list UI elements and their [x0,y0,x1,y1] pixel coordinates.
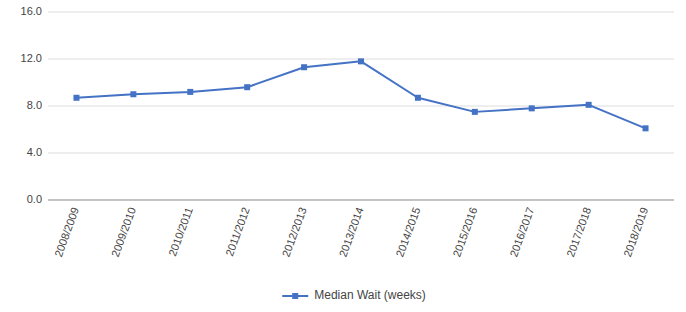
y-tick-label: 4.0 [27,146,42,158]
x-tick-label: 2016/2017 [507,206,536,259]
x-tick-label: 2011/2012 [223,206,252,258]
y-tick-label: 16.0 [21,5,42,17]
x-tick-labels: 2008/2009 2009/2010 2010/2011 2011/2012 2012… [52,206,650,259]
point-marker [130,91,136,97]
plot-data [73,58,648,131]
grid-line [48,200,674,201]
grid-line [48,12,674,13]
point-marker [415,95,421,101]
x-tick-label: 2008/2009 [52,206,81,259]
y-grid [48,12,674,200]
x-tick-label: 2014/2015 [393,206,422,259]
y-tick-labels: 0.0 4.0 8.0 12.0 16.0 [21,5,42,205]
x-tick-label: 2010/2011 [166,206,195,258]
x-tick-label: 2012/2013 [280,206,309,259]
chart-container: 0.0 4.0 8.0 12.0 16.0 2008/2009 2009/2010 2010/… [0,0,686,312]
x-tick-label: 2013/2014 [337,206,366,259]
chart: 0.0 4.0 8.0 12.0 16.0 2008/2009 2009/2010 2010/… [0,0,686,312]
point-marker [529,105,535,111]
legend-marker [292,293,298,299]
point-marker [187,89,193,95]
x-axis-line [48,200,674,201]
point-marker [358,58,364,64]
x-tick-label: 2015/2016 [450,206,479,259]
y-tick-label: 8.0 [27,99,42,111]
point-marker [586,102,592,108]
grid-line [48,153,674,154]
y-tick-label: 0.0 [27,193,42,205]
point-marker [244,84,250,90]
x-tick-label: 2017/2018 [564,206,593,259]
y-tick-label: 12.0 [21,52,42,64]
legend: Median Wait (weeks) [282,288,426,302]
point-marker [301,64,307,70]
point-marker [73,95,79,101]
point-marker [472,109,478,115]
legend-label: Median Wait (weeks) [314,288,426,302]
x-tick-label: 2018/2019 [621,206,650,259]
line [76,61,645,128]
point-marker [643,125,649,131]
x-tick-label: 2009/2010 [109,206,138,259]
